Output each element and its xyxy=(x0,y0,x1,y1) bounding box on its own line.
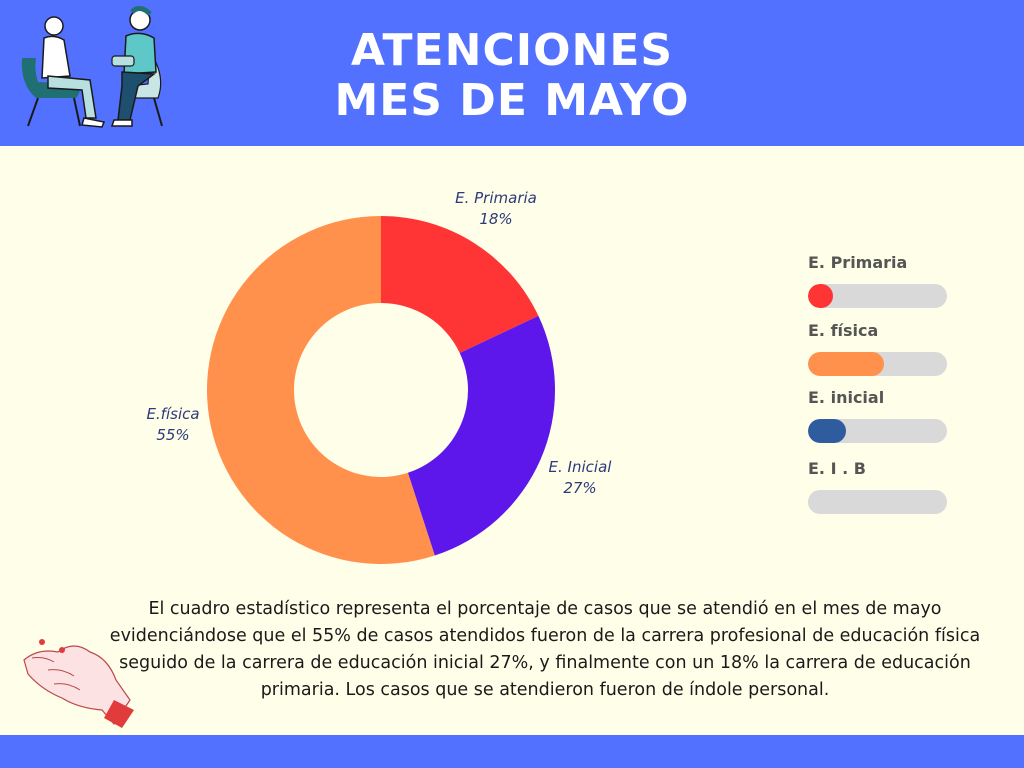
donut-slice-fisica xyxy=(207,216,435,564)
progress-bar-fill xyxy=(808,352,885,376)
page-title-line-2: MES DE MAYO xyxy=(334,75,690,126)
progress-bar-track xyxy=(808,490,947,514)
legend-label: E. física xyxy=(808,321,879,340)
legend-label: E. I . B xyxy=(808,459,866,478)
footer-bar xyxy=(0,735,1024,768)
slice-label-fisica-name: E.física xyxy=(146,405,200,423)
progress-bar-fill xyxy=(808,419,846,443)
donut-slice-primaria xyxy=(381,216,539,353)
legend-item-fisica: E. física xyxy=(808,320,958,376)
header-banner: ATENCIONES MES DE MAYO xyxy=(0,0,1024,146)
legend-item-eib: E. I . B xyxy=(808,458,958,514)
legend-item-inicial: E. inicial xyxy=(808,387,958,443)
legend-item-primaria: E. Primaria xyxy=(808,252,958,308)
slice-label-inicial-name: E. Inicial xyxy=(548,458,612,476)
progress-bar-fill xyxy=(808,284,834,308)
legend-label: E. inicial xyxy=(808,388,885,407)
progress-bar-track xyxy=(808,419,947,443)
donut-chart xyxy=(207,216,555,564)
two-people-talking-illustration xyxy=(21,6,163,128)
page-title-line-1: ATENCIONES xyxy=(350,25,674,76)
slice-label-primaria-value: 18% xyxy=(479,210,513,228)
progress-bar-track xyxy=(808,284,947,308)
progress-bar-track xyxy=(808,352,947,376)
hand-illustration xyxy=(23,639,134,728)
legend-label: E. Primaria xyxy=(808,253,908,272)
slice-label-inicial: E. Inicial 27% xyxy=(500,457,660,499)
slice-label-fisica-value: 55% xyxy=(156,426,190,444)
slice-label-inicial-value: 27% xyxy=(563,479,597,497)
slice-label-primaria: E. Primaria 18% xyxy=(416,188,576,230)
description-text: El cuadro estadístico representa el porc… xyxy=(109,599,981,700)
donut-slice-inicial xyxy=(407,315,555,556)
slice-label-fisica: E.física 55% xyxy=(93,404,253,446)
slice-label-primaria-name: E. Primaria xyxy=(455,189,537,207)
